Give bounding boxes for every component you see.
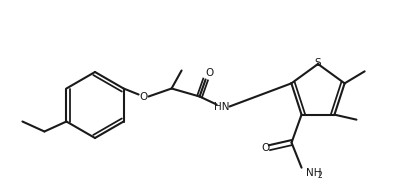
Text: 2: 2 bbox=[318, 171, 322, 180]
Text: O: O bbox=[261, 143, 269, 153]
Text: O: O bbox=[205, 67, 214, 77]
Text: O: O bbox=[140, 92, 148, 102]
Text: HN: HN bbox=[214, 102, 229, 111]
Text: S: S bbox=[315, 58, 321, 68]
Text: NH: NH bbox=[306, 168, 321, 178]
